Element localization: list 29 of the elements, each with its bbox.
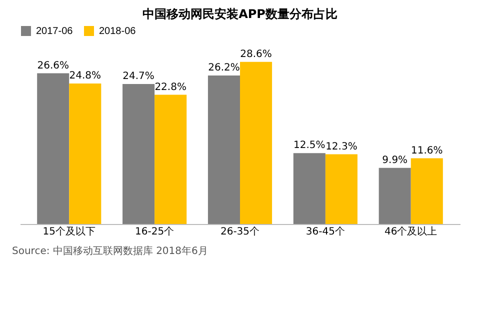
x-tick-label: 16-25个: [135, 226, 174, 238]
x-tick-label: 46个及以上: [384, 226, 438, 238]
bar: [240, 62, 272, 224]
bar: [410, 158, 443, 224]
source-note: Source: 中国移动互联网数据库 2018年6月: [12, 244, 209, 258]
data-label: 26.2%: [208, 62, 240, 74]
legend-label: 2018-06: [99, 26, 136, 37]
bar: [69, 83, 102, 224]
bar: [325, 154, 358, 224]
data-label: 24.8%: [69, 70, 102, 82]
bar: [378, 168, 411, 224]
data-label: 24.7%: [122, 71, 154, 82]
bar: [208, 76, 240, 224]
x-tick-label: 36-45个: [306, 226, 345, 238]
bar: [37, 73, 70, 224]
data-label: 12.3%: [326, 141, 358, 152]
bar: [293, 153, 326, 224]
bar: [122, 84, 155, 224]
data-label: 11.6%: [411, 145, 443, 156]
data-label: 28.6%: [240, 48, 272, 60]
data-label: 22.8%: [154, 82, 186, 93]
legend-label: 2017-06: [36, 26, 74, 37]
x-tick-label: 15个及以下: [42, 226, 96, 238]
data-label: 26.6%: [37, 60, 69, 72]
x-tick-label: 26-35个: [220, 226, 260, 238]
data-label: 9.9%: [382, 154, 408, 166]
bar: [154, 94, 187, 224]
data-label: 12.5%: [294, 140, 326, 152]
chart-title: 中国移动网民安装APP数量分布占比: [142, 7, 338, 21]
